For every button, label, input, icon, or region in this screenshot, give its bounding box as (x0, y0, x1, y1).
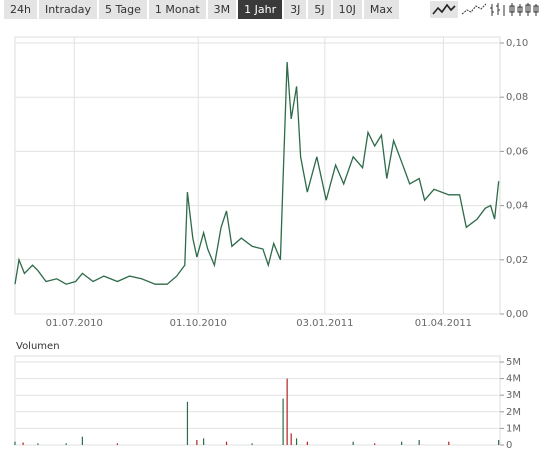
tab[interactable]: Max (363, 0, 399, 19)
tab[interactable]: 24h (4, 0, 37, 19)
y-tick-label: 3M (506, 390, 521, 401)
chart-type-icons (430, 1, 539, 18)
dot-line-icon[interactable] (461, 3, 487, 15)
tab[interactable]: Intraday (38, 0, 97, 19)
y-tick-label: 0,08 (506, 92, 528, 103)
volume-bar (251, 443, 253, 445)
tab[interactable]: 5 Tage (99, 0, 147, 19)
tab[interactable]: 5J (308, 0, 331, 19)
y-tick-label: 0,06 (506, 146, 528, 157)
volume-bar (306, 441, 308, 445)
volume-bar (352, 441, 354, 445)
volume-title: Volumen (16, 341, 60, 352)
x-tick-label: 01.07.2010 (46, 318, 103, 329)
x-tick-label: 03.01.2011 (296, 318, 353, 329)
line-icon[interactable] (432, 3, 456, 15)
volume-bar (401, 441, 403, 445)
volume-bar (116, 443, 118, 445)
volume-bar (186, 401, 189, 445)
plot-frame (14, 36, 501, 315)
volume-bar (418, 440, 420, 445)
y-tick-label: 0 (506, 440, 512, 451)
volume-bar (65, 443, 67, 445)
y-tick-label: 4M (506, 374, 521, 385)
price-line (14, 61, 500, 285)
volume-bar (225, 441, 228, 445)
timeframe-tabs: 24h Intraday 5 Tage 1 Monat 3M 1 Jahr 3J 5J 10J M… (4, 0, 399, 19)
tab[interactable]: 3J (284, 0, 307, 19)
tab[interactable]: 10J (332, 0, 362, 19)
volume-bar (196, 440, 198, 445)
volume-bar (448, 441, 450, 445)
y-tick-label: 1M (506, 423, 521, 434)
tab[interactable]: 3M (207, 0, 237, 19)
volume-bar (295, 438, 298, 445)
tab[interactable]: 1 Jahr (238, 0, 283, 19)
volume-bar (286, 378, 288, 445)
volume-bar (14, 441, 16, 445)
x-tick-label: 01.04.2011 (415, 318, 472, 329)
volume-bar (22, 442, 24, 445)
y-tick-label: 0,04 (506, 201, 528, 212)
y-tick-label: 0,00 (506, 309, 528, 320)
y-tick-label: 5M (506, 357, 521, 368)
ohlc-icon[interactable] (490, 3, 505, 16)
candle-icon[interactable] (509, 3, 539, 16)
volume-bar (37, 443, 39, 445)
volume-bar (282, 398, 284, 445)
volume-bar (81, 436, 83, 445)
volume-bar (374, 443, 376, 445)
y-tick-label: 2M (506, 407, 521, 418)
y-tick-label: 0,10 (506, 38, 528, 49)
tab[interactable]: 1 Monat (148, 0, 206, 19)
volume-bar (290, 433, 292, 445)
volume-bar (498, 440, 500, 445)
y-tick-label: 0,02 (506, 255, 528, 266)
volume-bar (203, 438, 205, 445)
plot-frame (14, 355, 501, 446)
x-tick-label: 01.10.2010 (170, 318, 227, 329)
